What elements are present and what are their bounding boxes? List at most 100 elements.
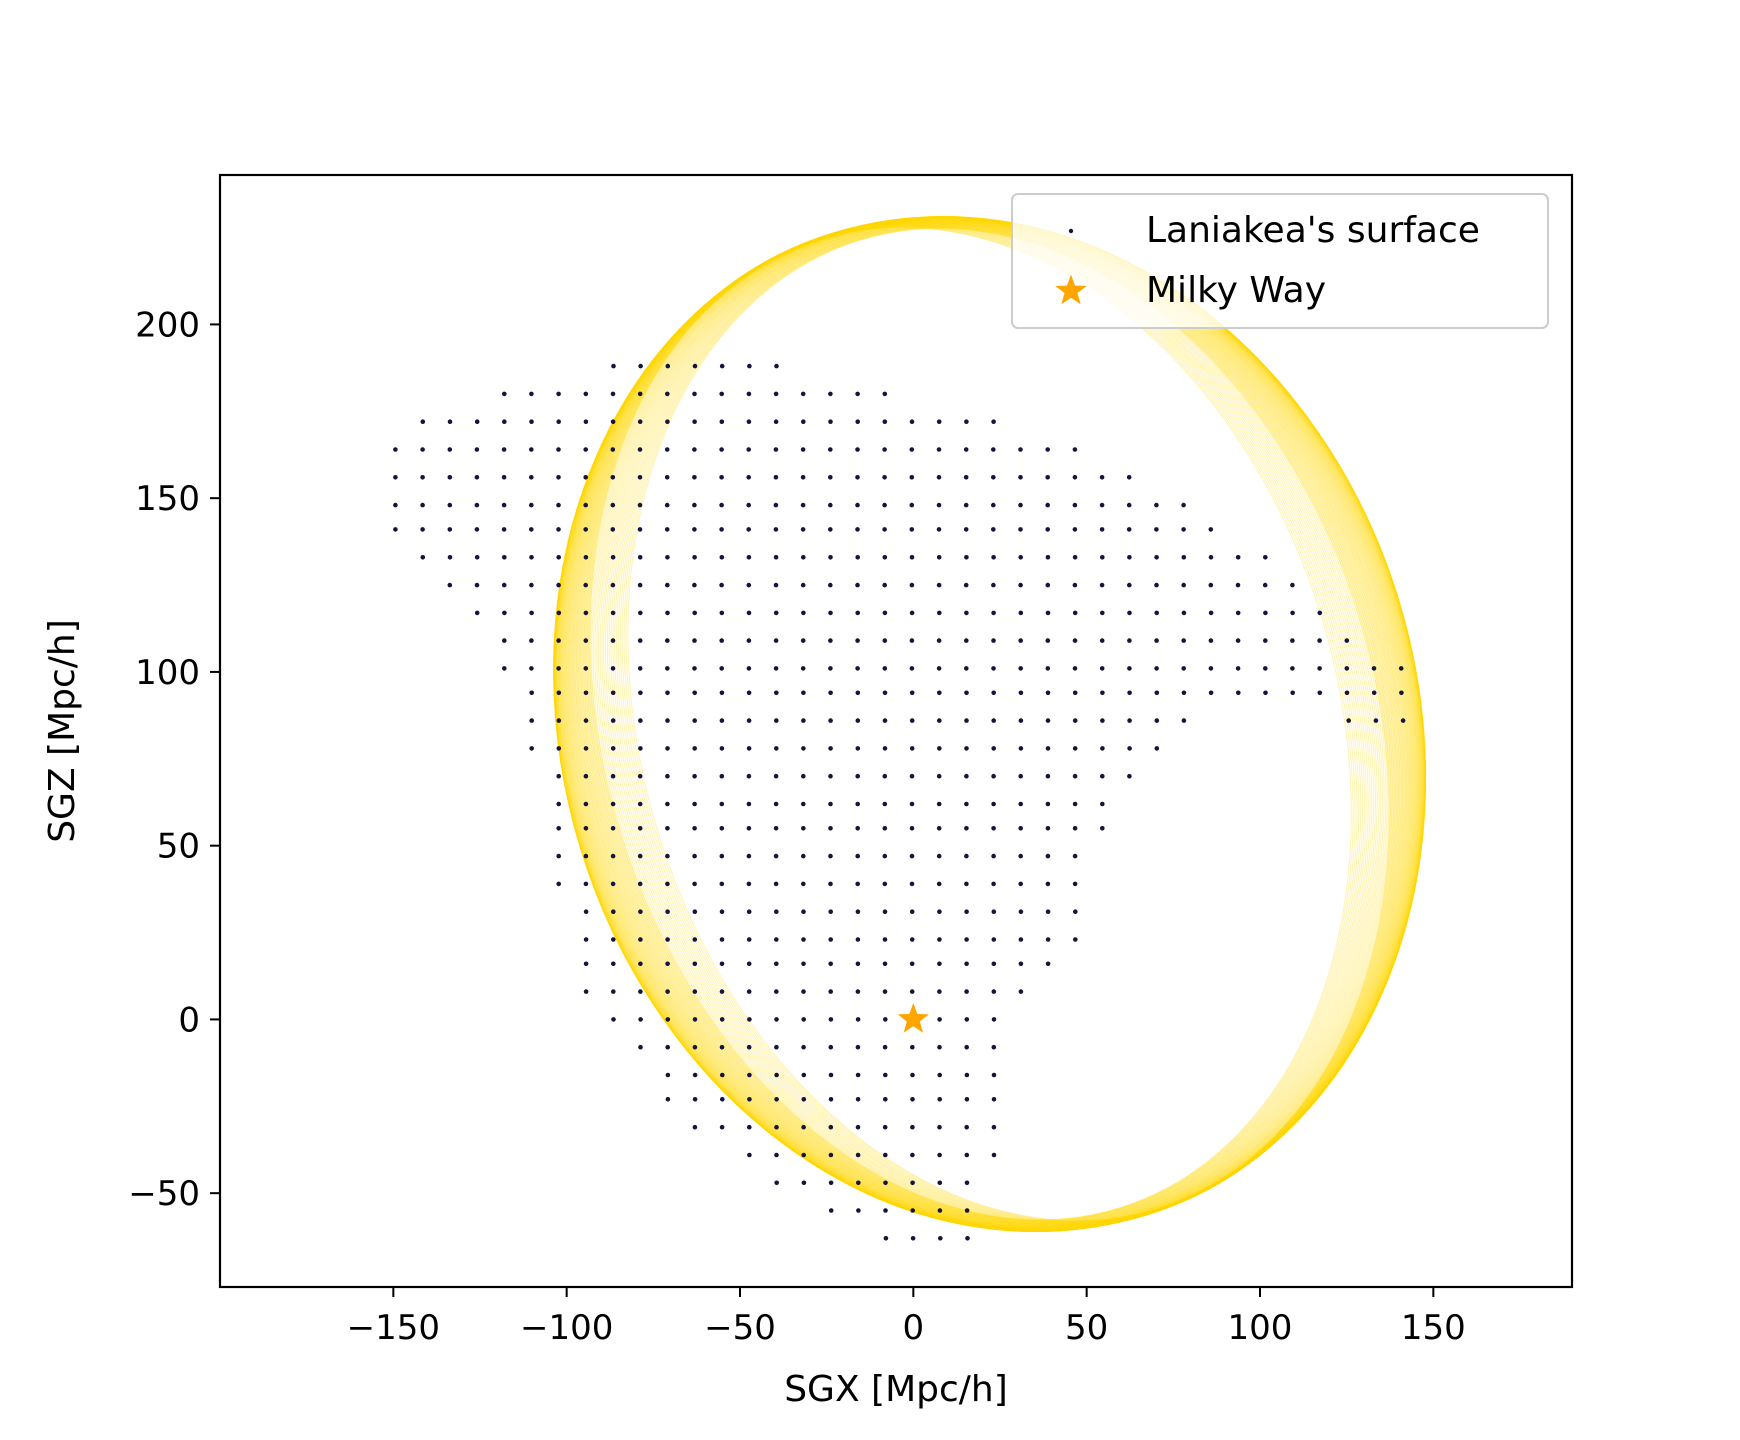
surface-point — [1018, 881, 1023, 887]
surface-point — [611, 937, 616, 942]
surface-point — [719, 555, 725, 560]
ellipse-ring — [585, 225, 1358, 1222]
surface-point — [556, 826, 561, 831]
surface-point — [393, 527, 398, 532]
surface-point — [801, 718, 806, 723]
surface-point — [1181, 638, 1186, 643]
surface-point — [529, 610, 534, 616]
surface-point — [719, 447, 724, 452]
y-tick-label: 0 — [178, 1000, 200, 1040]
surface-point — [583, 826, 589, 831]
x-tick-label: 50 — [1065, 1308, 1108, 1348]
surface-point — [556, 746, 562, 751]
surface-point — [1154, 638, 1159, 643]
surface-point — [855, 718, 861, 723]
ellipse-ring — [601, 223, 1406, 1226]
surface-point — [1127, 690, 1132, 696]
surface-point — [773, 419, 779, 425]
surface-point — [855, 582, 860, 588]
surface-point — [556, 666, 561, 671]
surface-point — [937, 718, 942, 723]
surface-point — [1045, 961, 1051, 967]
surface-point — [719, 363, 725, 369]
ellipse-ring — [625, 227, 1391, 1222]
surface-point — [1317, 610, 1323, 616]
surface-point — [991, 1017, 997, 1022]
surface-point — [964, 989, 969, 994]
surface-point — [801, 1180, 807, 1186]
surface-point — [665, 638, 670, 643]
ellipse-ring — [579, 224, 1367, 1223]
surface-point — [637, 582, 643, 588]
surface-point — [910, 1236, 916, 1241]
surface-point — [420, 527, 425, 532]
ellipse-ring — [581, 224, 1366, 1223]
surface-point — [991, 1152, 997, 1158]
surface-point — [692, 419, 697, 425]
surface-point — [638, 961, 643, 967]
surface-point — [665, 718, 670, 723]
ellipse-ring — [617, 226, 1396, 1223]
surface-point — [1263, 638, 1268, 643]
surface-point — [1127, 773, 1132, 779]
laniakea-surface-points — [393, 363, 1406, 1241]
surface-point — [909, 447, 915, 452]
surface-point — [637, 475, 643, 480]
surface-point — [1018, 690, 1024, 696]
surface-point — [828, 502, 833, 508]
surface-point — [937, 1072, 942, 1078]
surface-point — [1235, 582, 1241, 588]
surface-point — [529, 582, 534, 588]
surface-point — [991, 610, 996, 616]
surface-point — [420, 447, 425, 452]
surface-point — [1099, 582, 1105, 588]
surface-point — [1317, 666, 1322, 671]
surface-point — [964, 419, 969, 425]
surface-point — [909, 718, 915, 723]
surface-point — [1290, 638, 1295, 643]
surface-point — [1072, 746, 1078, 751]
surface-point — [1018, 502, 1023, 508]
surface-point — [1208, 690, 1214, 696]
surface-point — [991, 937, 997, 942]
ellipse-ring — [568, 221, 1385, 1226]
surface-point — [801, 909, 806, 914]
surface-point — [583, 582, 588, 588]
surface-point — [583, 502, 588, 508]
surface-point — [828, 853, 833, 859]
surface-point — [610, 582, 616, 588]
surface-point — [1099, 502, 1105, 508]
surface-point — [936, 666, 942, 671]
surface-point — [529, 555, 534, 560]
surface-point — [501, 527, 507, 532]
surface-point — [937, 909, 942, 914]
surface-point — [393, 447, 398, 452]
surface-point — [909, 666, 915, 671]
surface-point — [692, 989, 698, 994]
surface-point — [665, 555, 670, 560]
surface-point — [474, 419, 480, 425]
surface-point — [1045, 527, 1050, 532]
surface-point — [447, 502, 453, 508]
surface-point — [855, 746, 861, 751]
surface-point — [1018, 826, 1023, 831]
surface-point — [910, 1124, 915, 1130]
surface-point — [556, 801, 561, 807]
surface-point — [828, 937, 833, 942]
ellipse-ring — [575, 223, 1375, 1225]
surface-point — [1045, 746, 1051, 751]
surface-point — [828, 391, 833, 397]
surface-point — [1045, 447, 1050, 452]
surface-point — [909, 909, 915, 914]
surface-point — [774, 1180, 779, 1186]
surface-point — [882, 419, 888, 425]
surface-point — [692, 610, 697, 616]
surface-point — [882, 746, 888, 751]
surface-point — [746, 937, 752, 942]
ellipse-ring — [575, 218, 1421, 1230]
ellipse-ring — [553, 216, 1422, 1232]
surface-point — [1208, 527, 1214, 532]
surface-point — [610, 690, 616, 696]
surface-point — [665, 746, 670, 751]
surface-point — [1045, 690, 1051, 696]
